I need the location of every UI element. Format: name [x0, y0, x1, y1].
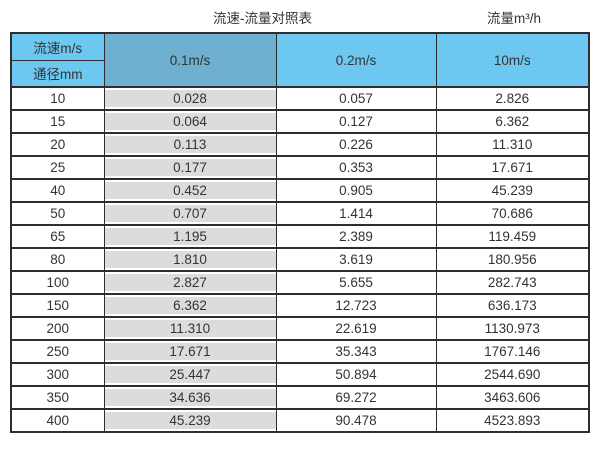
- value-cell-0-1ms: 45.239: [103, 408, 277, 433]
- value-cell-0-1ms: 0.028: [103, 86, 277, 111]
- table-row: 50 0.707 1.414 70.686: [10, 201, 590, 226]
- value-cell-0-2ms: 0.353: [275, 155, 437, 180]
- table-row: 80 1.810 3.619 180.956: [10, 247, 590, 272]
- table-row: 100 2.827 5.655 282.743: [10, 270, 590, 295]
- value-cell-10ms: 45.239: [435, 178, 590, 203]
- value-cell-0-2ms: 5.655: [275, 270, 437, 295]
- diameter-cell: 400: [10, 408, 105, 433]
- value-cell-0-1ms: 1.810: [103, 247, 277, 272]
- table-row: 200 11.310 22.619 1130.973: [10, 316, 590, 341]
- value-cell-0-1ms: 2.827: [103, 270, 277, 295]
- table-header: 流速m/s 0.1m/s 0.2m/s 10m/s 通径mm: [10, 32, 590, 88]
- table-row: 10 0.028 0.057 2.826: [10, 86, 590, 111]
- value-cell-0-1ms: 17.671: [103, 339, 277, 364]
- diameter-cell: 50: [10, 201, 105, 226]
- value-cell-0-1ms: 0.064: [103, 109, 277, 134]
- value-cell-0-2ms: 69.272: [275, 385, 437, 410]
- value-cell-0-2ms: 90.478: [275, 408, 437, 433]
- diameter-cell: 100: [10, 270, 105, 295]
- value-cell-0-2ms: 12.723: [275, 293, 437, 318]
- header-velocity-label: 流速m/s: [10, 32, 105, 61]
- value-cell-10ms: 119.459: [435, 224, 590, 249]
- value-cell-10ms: 1130.973: [435, 316, 590, 341]
- value-cell-0-2ms: 3.619: [275, 247, 437, 272]
- value-cell-0-1ms: 34.636: [103, 385, 277, 410]
- value-cell-0-2ms: 2.389: [275, 224, 437, 249]
- column-header-0-2ms: 0.2m/s: [275, 32, 437, 88]
- value-cell-0-2ms: 22.619: [275, 316, 437, 341]
- value-cell-0-1ms: 0.177: [103, 155, 277, 180]
- value-cell-0-1ms: 0.452: [103, 178, 277, 203]
- diameter-cell: 350: [10, 385, 105, 410]
- value-cell-0-2ms: 0.057: [275, 86, 437, 111]
- flow-rate-table: 流速m/s 0.1m/s 0.2m/s 10m/s 通径mm 10 0.028 …: [10, 32, 590, 433]
- table-row: 20 0.113 0.226 11.310: [10, 132, 590, 157]
- table-row: 350 34.636 69.272 3463.606: [10, 385, 590, 410]
- value-cell-0-1ms: 11.310: [103, 316, 277, 341]
- header-row-bottom: 通径mm: [10, 59, 589, 88]
- diameter-cell: 10: [10, 86, 105, 111]
- value-cell-0-2ms: 1.414: [275, 201, 437, 226]
- value-cell-0-1ms: 1.195: [103, 224, 277, 249]
- header-diameter-label: 通径mm: [10, 59, 105, 88]
- diameter-cell: 15: [10, 109, 105, 134]
- value-cell-0-1ms: 0.113: [103, 132, 277, 157]
- value-cell-10ms: 70.686: [435, 201, 590, 226]
- value-cell-0-2ms: 35.343: [275, 339, 437, 364]
- page-header: 流速-流量对照表 流量m³/h: [0, 0, 600, 32]
- value-cell-10ms: 2544.690: [435, 362, 590, 387]
- value-cell-10ms: 1767.146: [435, 339, 590, 364]
- value-cell-10ms: 3463.606: [435, 385, 590, 410]
- table-row: 65 1.195 2.389 119.459: [10, 224, 590, 249]
- value-cell-10ms: 11.310: [435, 132, 590, 157]
- page-title: 流速-流量对照表: [213, 11, 312, 26]
- table-row: 300 25.447 50.894 2544.690: [10, 362, 590, 387]
- header-row-top: 流速m/s 0.1m/s 0.2m/s 10m/s: [10, 32, 590, 88]
- value-cell-0-1ms: 6.362: [103, 293, 277, 318]
- diameter-cell: 40: [10, 178, 105, 203]
- diameter-cell: 150: [10, 293, 105, 318]
- diameter-cell: 200: [10, 316, 105, 341]
- table-row: 15 0.064 0.127 6.362: [10, 109, 590, 134]
- table-body: 10 0.028 0.057 2.826 15 0.064 0.127 6.36…: [10, 86, 590, 433]
- value-cell-0-2ms: 0.226: [275, 132, 437, 157]
- diameter-cell: 20: [10, 132, 105, 157]
- table-row: 400 45.239 90.478 4523.893: [10, 408, 590, 433]
- value-cell-10ms: 636.173: [435, 293, 590, 318]
- diameter-cell: 250: [10, 339, 105, 364]
- diameter-cell: 25: [10, 155, 105, 180]
- value-cell-10ms: 2.826: [435, 86, 590, 111]
- value-cell-10ms: 4523.893: [435, 408, 590, 433]
- value-cell-0-2ms: 0.905: [275, 178, 437, 203]
- table-row: 150 6.362 12.723 636.173: [10, 293, 590, 318]
- value-cell-0-2ms: 0.127: [275, 109, 437, 134]
- value-cell-0-1ms: 25.447: [103, 362, 277, 387]
- flow-unit-label: 流量m³/h: [487, 11, 541, 26]
- value-cell-10ms: 180.956: [435, 247, 590, 272]
- value-cell-10ms: 17.671: [435, 155, 590, 180]
- value-cell-0-1ms: 0.707: [103, 201, 277, 226]
- column-header-10ms: 10m/s: [435, 32, 590, 88]
- table-row: 40 0.452 0.905 45.239: [10, 178, 590, 203]
- table-row: 25 0.177 0.353 17.671: [10, 155, 590, 180]
- diameter-cell: 65: [10, 224, 105, 249]
- value-cell-10ms: 282.743: [435, 270, 590, 295]
- diameter-cell: 80: [10, 247, 105, 272]
- column-header-0-1ms: 0.1m/s: [103, 32, 277, 88]
- value-cell-10ms: 6.362: [435, 109, 590, 134]
- diameter-cell: 300: [10, 362, 105, 387]
- value-cell-0-2ms: 50.894: [275, 362, 437, 387]
- table-row: 250 17.671 35.343 1767.146: [10, 339, 590, 364]
